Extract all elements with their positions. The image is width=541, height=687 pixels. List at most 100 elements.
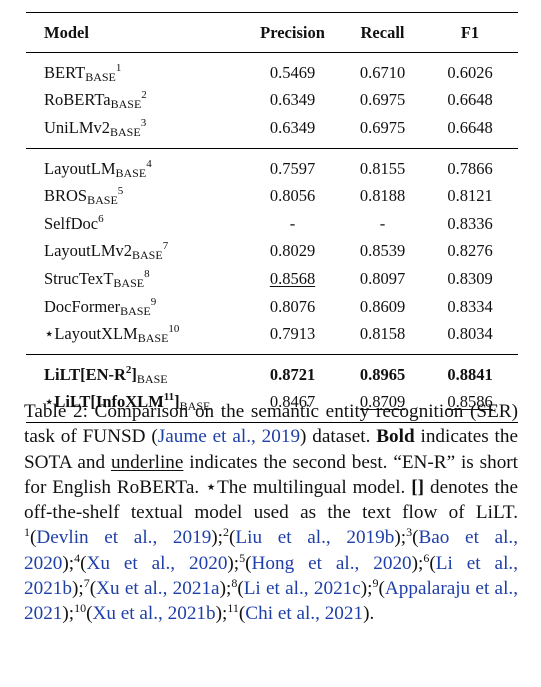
results-table: Model Precision Recall F1 BERTBASE1 0.54… xyxy=(26,12,518,424)
reference-number: 4 xyxy=(74,550,81,565)
table-row: UniLMv2BASE3 0.6349 0.6975 0.6648 xyxy=(26,114,518,148)
reference-paren: ( xyxy=(238,603,246,625)
reference-paren: ); xyxy=(227,552,240,574)
precision-cell: 0.8056 xyxy=(269,186,316,206)
reference-number: 7 xyxy=(83,576,90,591)
model-cell: SelfDoc6 xyxy=(26,210,242,238)
precision-cell: 0.6349 xyxy=(269,90,316,110)
citation-link[interactable]: Xu et al., 2021b xyxy=(92,603,216,625)
recall-cell: 0.8539 xyxy=(359,241,406,261)
model-ref: 9 xyxy=(150,295,157,308)
citation-link[interactable]: Li et al., 2021b xyxy=(24,552,518,600)
model-ref: 8 xyxy=(144,267,150,280)
model-name-close: ] xyxy=(131,364,137,384)
recall-cell: 0.8188 xyxy=(359,186,406,206)
caption-text: indicates the second best. “EN-R” is sho… xyxy=(24,451,519,498)
model-sub: BASE xyxy=(110,124,141,139)
precision-cell: 0.8568 xyxy=(242,265,343,293)
header-recall: Recall xyxy=(343,12,422,53)
precision-cell: 0.5469 xyxy=(269,62,316,82)
reference-number: 2 xyxy=(223,525,230,540)
citation-link[interactable]: Li et al., 2021c xyxy=(243,578,361,600)
model-cell: LayoutLMBASE4 xyxy=(26,147,242,183)
f1-cell: 0.8334 xyxy=(447,296,493,316)
reference-paren: ); xyxy=(215,603,228,625)
citation-link[interactable]: Bao et al., 2020 xyxy=(24,527,519,574)
bold-legend: Bold xyxy=(376,426,415,448)
citation-link[interactable]: Liu et al., 2019b xyxy=(235,527,395,549)
recall-cell: 0.8155 xyxy=(343,147,422,183)
caption-label: Table 2: Comparison on the semantic enti… xyxy=(24,401,518,448)
underline-legend: underline xyxy=(110,451,184,473)
f1-cell: 0.7866 xyxy=(422,147,518,183)
model-star: ⋆ xyxy=(44,392,55,412)
model-name: LiLT[EN-R xyxy=(44,364,126,384)
header-precision: Precision xyxy=(242,12,343,53)
f1-cell: 0.8034 xyxy=(447,324,493,344)
citation-link[interactable]: Hong et al., 2020 xyxy=(251,552,412,574)
model-sub: BASE xyxy=(115,165,147,180)
table-row: LiLT[EN-R2]BASE 0.8721 0.8965 0.8841 xyxy=(26,353,518,389)
caption-text: ) dataset. xyxy=(300,426,377,448)
citation-link[interactable]: Devlin et al., 2019 xyxy=(36,527,212,549)
model-ref: 2 xyxy=(125,363,132,376)
reference-list: 1 ( Devlin et al., 2019); 2 ( Liu et al., 201… xyxy=(24,525,519,625)
precision-cell: 0.7597 xyxy=(242,147,343,183)
model-name: BERT xyxy=(44,62,86,82)
reference-paren: ( xyxy=(89,578,97,600)
model-ref: 4 xyxy=(146,157,152,170)
reference-number: 10 xyxy=(74,601,87,616)
model-name: ⋆LayoutXLM xyxy=(44,324,138,344)
reference-paren: ); xyxy=(62,603,75,625)
table-row: RoBERTaBASE2 0.6349 0.6975 0.6648 xyxy=(26,87,518,115)
precision-cell: 0.7913 xyxy=(269,324,316,344)
reference-paren: ); xyxy=(62,552,75,574)
recall-cell: 0.6975 xyxy=(359,90,406,110)
model-sub: BASE xyxy=(87,193,118,208)
f1-cell: 0.6648 xyxy=(447,90,493,110)
model-sub: BASE xyxy=(110,97,142,112)
model-name-close: ] xyxy=(174,392,180,412)
reference-paren: ( xyxy=(378,578,385,600)
model-cell: ⋆LiLT[InfoXLM11]BASE xyxy=(26,388,242,424)
model-ref: 1 xyxy=(115,61,122,74)
citation-link[interactable]: Chi et al., 2021 xyxy=(245,603,364,625)
model-ref: 10 xyxy=(168,323,180,336)
recall-cell: 0.8097 xyxy=(359,268,406,288)
model-cell: DocFormerBASE9 xyxy=(26,293,242,321)
table-row: BERTBASE1 0.5469 0.6710 0.6026 xyxy=(26,53,518,87)
f1-cell: 0.8276 xyxy=(447,241,493,261)
citation-link[interactable]: Appalaraju et al., 2021 xyxy=(24,578,518,625)
f1-cell: 0.8336 xyxy=(447,213,493,233)
reference-number: 8 xyxy=(231,576,238,591)
precision-cell: - xyxy=(289,213,296,233)
reference-number: 6 xyxy=(423,550,430,565)
model-sub: BASE xyxy=(136,371,168,386)
model-cell: LayoutLMv2BASE7 xyxy=(26,238,242,266)
model-name: LayoutLM xyxy=(44,158,116,178)
model-ref: 6 xyxy=(98,212,104,225)
citation-link[interactable]: Xu et al., 2020 xyxy=(86,552,228,574)
citation-link[interactable]: Jaume et al., 2019 xyxy=(157,426,301,448)
reference-paren: ( xyxy=(429,552,436,574)
citation-link[interactable]: Xu et al., 2021a xyxy=(96,578,220,600)
model-name: BROS xyxy=(44,186,88,206)
model-name: UniLMv2 xyxy=(44,117,110,137)
reference-number: 11 xyxy=(227,601,239,616)
model-name: RoBERTa xyxy=(44,90,111,110)
f1-cell: 0.8309 xyxy=(447,268,493,288)
table-row: SelfDoc6 - - 0.8336 xyxy=(26,210,518,238)
f1-cell: 0.8121 xyxy=(447,186,493,206)
model-cell: UniLMv2BASE3 xyxy=(26,114,242,148)
second-best-value: 0.8586 xyxy=(447,392,493,412)
model-cell: BROSBASE5 xyxy=(26,182,242,210)
model-ref: 11 xyxy=(163,391,175,404)
table-caption: Table 2: Comparison on the semantic enti… xyxy=(24,399,518,627)
results-table-container: Model Precision Recall F1 BERTBASE1 0.54… xyxy=(26,12,518,424)
reference-number: 1 xyxy=(24,525,30,540)
table-row: ⋆LiLT[InfoXLM11]BASE 0.8467 0.8709 0.858… xyxy=(26,388,518,424)
model-sub: BASE xyxy=(120,303,151,318)
precision-cell: 0.8076 xyxy=(269,296,316,316)
model-name: DocFormer xyxy=(44,296,121,316)
recall-cell: 0.6975 xyxy=(359,117,406,137)
